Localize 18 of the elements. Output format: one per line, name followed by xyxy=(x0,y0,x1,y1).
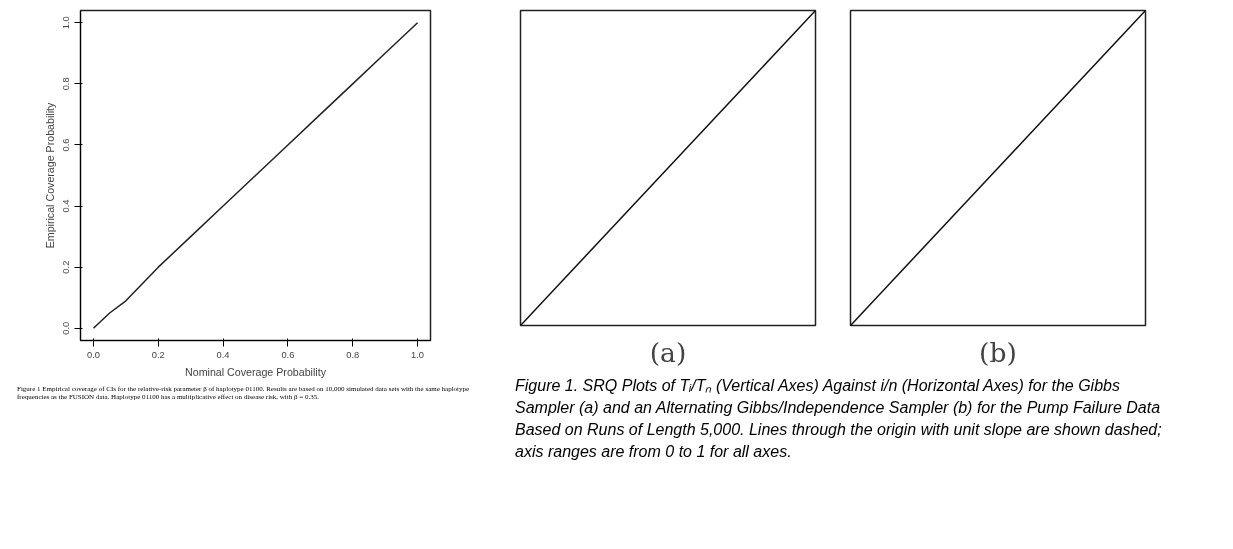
caption: Figure 1. SRQ Plots of Tᵢ/Tₙ (Vertical Axes) Against i/n (Horizontal Axes) for the Gibbs Sampler (a) and an Alternating Gibbs/Independence Sampler (b) for the Pump Failure Data Based on Runs of Length 5,000. Lines through the origin with unit slope are shown dashed; axis ranges are from 0 to 1 for all axes. xyxy=(514,376,1163,462)
x-axis-title: (b) xyxy=(979,336,1017,368)
x-tick-label: 0.6 xyxy=(281,349,295,360)
x-axis-title: (a) xyxy=(649,336,687,368)
x-tick-label: 0.4 xyxy=(216,349,230,360)
x-tick-label: 1.0 xyxy=(411,349,425,360)
x-axis-title: Nominal Coverage Probability xyxy=(185,365,327,378)
y-axis-title: Empirical Coverage Probability xyxy=(43,101,56,249)
y-tick-label: 1.0 xyxy=(61,16,72,30)
y-tick-label: 0.0 xyxy=(61,321,72,335)
x-tick-label: 0.2 xyxy=(151,349,165,360)
y-tick-label: 0.8 xyxy=(61,77,72,91)
y-tick-label: 0.2 xyxy=(61,260,72,274)
y-tick-label: 0.6 xyxy=(61,138,72,152)
line-series xyxy=(92,21,419,330)
x-tick-label: 0.0 xyxy=(86,349,100,360)
y-tick-label: 0.4 xyxy=(61,199,72,213)
x-tick-label: 0.8 xyxy=(346,349,360,360)
